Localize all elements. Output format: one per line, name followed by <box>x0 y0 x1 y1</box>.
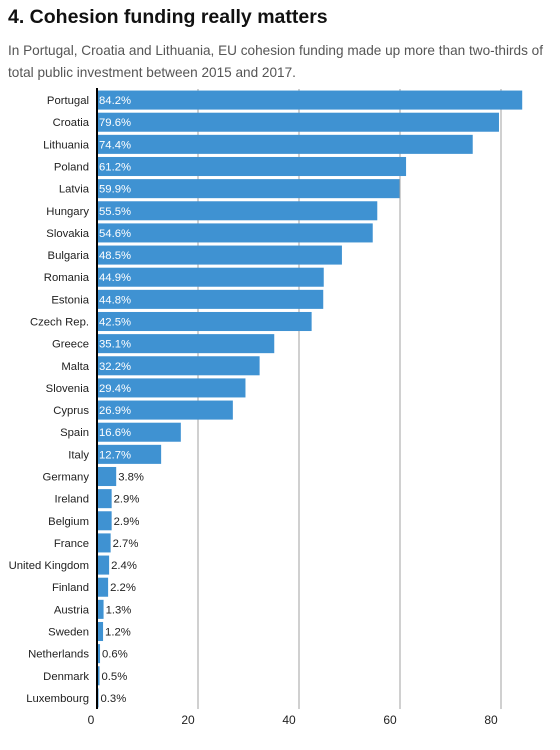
data-label: 55.5% <box>99 206 131 218</box>
data-label: 0.3% <box>101 693 127 705</box>
bar <box>97 644 101 664</box>
category-label: Sweden <box>48 627 89 639</box>
bar <box>97 112 499 132</box>
bar <box>97 267 324 287</box>
bar <box>97 533 111 553</box>
category-label: Spain <box>60 427 89 439</box>
category-label: Malta <box>61 361 89 373</box>
data-label: 1.2% <box>105 627 131 639</box>
category-label: Germany <box>43 472 90 484</box>
bar <box>97 311 312 332</box>
data-label: 2.7% <box>113 538 139 550</box>
bar <box>97 466 117 487</box>
x-tick-label: 80 <box>484 713 498 727</box>
bar <box>97 201 378 221</box>
data-label: 0.6% <box>102 649 128 661</box>
bar <box>97 223 373 243</box>
bar <box>97 400 233 420</box>
data-label: 16.6% <box>99 427 131 439</box>
x-tick-label: 0 <box>88 713 95 727</box>
bar <box>97 621 104 642</box>
data-label: 61.2% <box>99 162 131 174</box>
data-label: 26.9% <box>99 405 131 417</box>
x-tick-label: 60 <box>383 713 397 727</box>
data-label: 59.9% <box>99 184 131 196</box>
bar <box>97 666 100 686</box>
category-label: Lithuania <box>43 139 90 151</box>
data-label: 48.5% <box>99 250 131 262</box>
bar <box>97 179 400 199</box>
category-label: Italy <box>68 449 89 461</box>
bar <box>97 334 275 354</box>
category-label: Croatia <box>53 117 90 129</box>
category-label: Ireland <box>54 494 89 506</box>
category-label: Slovenia <box>46 383 90 395</box>
data-label: 84.2% <box>99 95 131 107</box>
data-label: 2.9% <box>114 516 140 528</box>
bar <box>97 511 112 531</box>
data-label: 29.4% <box>99 383 131 395</box>
category-label: Denmark <box>43 671 89 683</box>
labels: 0 20 40 60 80 Portugal 84.2% Croatia 79.6% Lithua… <box>9 95 498 727</box>
data-label: 2.4% <box>111 560 137 572</box>
bar <box>97 555 110 575</box>
category-label: Luxembourg <box>26 693 89 705</box>
bar <box>97 356 260 376</box>
x-tick-label: 40 <box>282 713 296 727</box>
category-label: Romania <box>44 272 90 284</box>
data-label: 79.6% <box>99 117 131 129</box>
category-label: Latvia <box>59 184 90 196</box>
category-label: Portugal <box>47 95 89 107</box>
data-label: 42.5% <box>99 317 131 329</box>
bar <box>97 577 109 597</box>
data-label: 32.2% <box>99 361 131 373</box>
category-label: Netherlands <box>28 649 89 661</box>
data-label: 54.6% <box>99 228 131 240</box>
data-label: 12.7% <box>99 449 131 461</box>
category-label: Poland <box>54 162 89 174</box>
category-label: United Kingdom <box>9 560 89 572</box>
data-label: 44.8% <box>99 294 131 306</box>
category-label: Estonia <box>51 294 89 306</box>
data-label: 2.9% <box>114 494 140 506</box>
bar <box>97 422 181 442</box>
bar <box>97 90 523 110</box>
category-label: Austria <box>54 604 90 616</box>
bar <box>97 489 112 509</box>
data-label: 74.4% <box>99 139 131 151</box>
data-label: 0.5% <box>102 671 128 683</box>
chart-title: 4. Cohesion funding really matters <box>8 6 328 28</box>
chart-subtitle: In Portugal, Croatia and Lithuania, EU c… <box>8 43 544 80</box>
category-label: Slovakia <box>46 228 89 240</box>
category-label: Hungary <box>46 206 89 218</box>
bar <box>97 289 324 309</box>
data-label: 2.2% <box>110 582 136 594</box>
data-label: 35.1% <box>99 339 131 351</box>
bar <box>97 599 104 619</box>
category-label: Greece <box>52 339 89 351</box>
data-label: 44.9% <box>99 272 131 284</box>
data-label: 1.3% <box>106 604 132 616</box>
category-label: France <box>54 538 89 550</box>
bar <box>97 378 246 398</box>
category-label: Czech Rep. <box>30 317 89 329</box>
bar <box>97 156 407 177</box>
data-label: 3.8% <box>118 472 144 484</box>
bar <box>97 444 162 464</box>
category-label: Bulgaria <box>48 250 90 262</box>
category-label: Cyprus <box>53 405 89 417</box>
bar <box>97 245 342 265</box>
bars <box>97 90 523 708</box>
bar <box>97 134 473 154</box>
x-tick-label: 20 <box>181 713 195 727</box>
category-label: Belgium <box>48 516 89 528</box>
category-label: Finland <box>52 582 89 594</box>
